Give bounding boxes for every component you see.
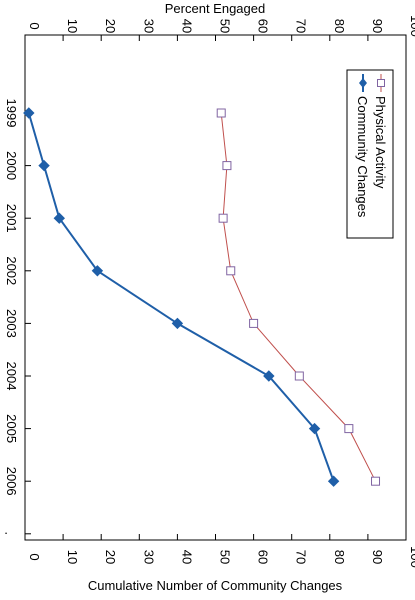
top-axis-label: Percent Engaged [165, 1, 265, 16]
series-point-diamond [308, 422, 321, 435]
series-point-square [344, 424, 354, 434]
series-line-1 [27, 112, 335, 482]
legend-label-2: Physical Activity [373, 96, 388, 189]
category-tick-label: 2004 [4, 362, 19, 391]
bottom-tick-label: 90 [370, 550, 385, 564]
legend-box [346, 69, 394, 239]
top-tick-label: 70 [294, 19, 309, 33]
bottom-tick-label: 20 [103, 550, 118, 564]
category-tick-label: 2005 [4, 414, 19, 443]
category-tick-label: 2006 [4, 467, 19, 496]
category-tick-label: 2000 [4, 151, 19, 180]
series-layer [23, 107, 381, 487]
top-tick-label: 30 [141, 19, 156, 33]
series-point-square [218, 213, 228, 223]
series-point-diamond [171, 317, 184, 330]
legend: Community Changes Physical Activity [346, 69, 394, 239]
legend-marker-square [377, 79, 385, 87]
series-point-diamond [23, 107, 35, 119]
top-tick-label: 20 [103, 19, 118, 33]
category-tick-label: 2003 [4, 309, 19, 338]
bottom-tick-label: 50 [218, 550, 233, 564]
bottom-tick-label: 30 [141, 550, 156, 564]
top-tick-label: 60 [256, 19, 271, 33]
top-tick-label: 100 [408, 15, 415, 37]
bottom-tick-label: 60 [256, 550, 271, 564]
series-line-2 [220, 112, 376, 482]
category-tick-label: 2002 [4, 256, 19, 285]
series-point-square [222, 161, 232, 171]
series-point-diamond [38, 159, 50, 172]
legend-marker-diamond [359, 78, 367, 88]
series-point-square [226, 266, 236, 276]
series-point-diamond [263, 370, 275, 382]
category-tick-label: 2001 [4, 204, 19, 233]
series-point-diamond [53, 212, 65, 224]
series-point-square [294, 371, 304, 381]
series-point-diamond [91, 265, 104, 277]
legend-label-1: Community Changes [355, 96, 370, 218]
bottom-tick-label: 40 [179, 550, 194, 564]
axis-ticks: 0 0 10 10 20 20 30 30 40 40 50 50 60 60 70 70 80 80 90 90 10… [4, 15, 415, 568]
top-tick-label: 40 [179, 19, 194, 33]
bottom-axis-label: Cumulative Number of Community Changes [88, 578, 343, 593]
bottom-tick-label: 80 [332, 550, 347, 564]
top-tick-label: 0 [27, 22, 42, 29]
bottom-tick-label: 70 [294, 550, 309, 564]
top-tick-label: 80 [332, 19, 347, 33]
top-tick-label: 50 [218, 19, 233, 33]
category-tick-label: . [4, 522, 8, 537]
series-point-square [371, 476, 381, 486]
series-point-diamond [327, 475, 340, 487]
top-tick-label: 10 [65, 19, 80, 33]
series-point-square [216, 108, 226, 118]
top-tick-label: 90 [370, 19, 385, 33]
bottom-tick-label: 0 [27, 553, 42, 560]
bottom-tick-label: 100 [408, 546, 415, 568]
category-tick-label: 1999 [4, 99, 19, 128]
bottom-tick-label: 10 [65, 550, 80, 564]
series-point-square [249, 318, 259, 328]
